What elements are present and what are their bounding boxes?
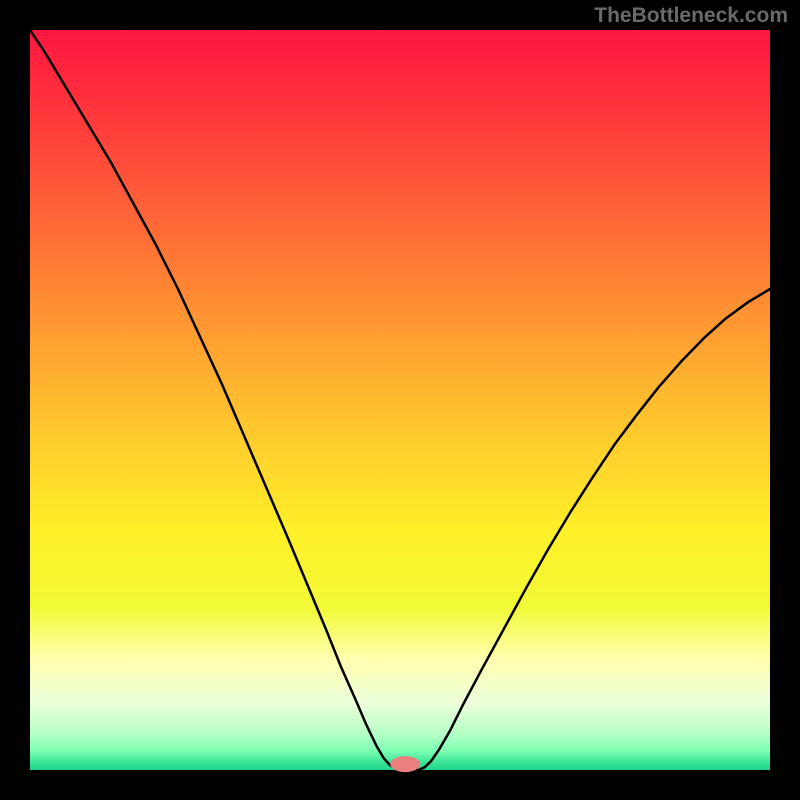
chart-container: TheBottleneck.com — [0, 0, 800, 800]
plot-gradient-background — [30, 30, 770, 770]
bottleneck-chart: TheBottleneck.com — [0, 0, 800, 800]
optimal-marker — [390, 756, 420, 772]
watermark-label: TheBottleneck.com — [594, 4, 788, 27]
